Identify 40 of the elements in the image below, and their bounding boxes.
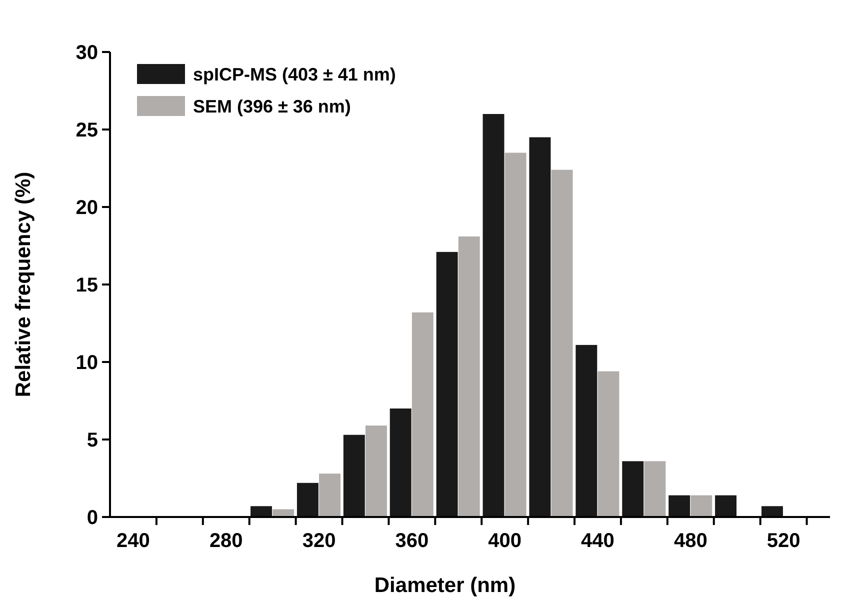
bar xyxy=(761,506,783,517)
bar xyxy=(529,137,551,517)
bar xyxy=(482,114,504,517)
x-tick-label: 360 xyxy=(395,530,429,552)
x-tick-label: 480 xyxy=(674,530,708,552)
bar xyxy=(598,371,620,517)
y-tick-label: 5 xyxy=(86,430,98,452)
x-tick-label: 520 xyxy=(766,530,800,552)
bar xyxy=(690,495,712,517)
bar xyxy=(458,236,480,517)
x-tick-label: 240 xyxy=(116,530,150,552)
bar xyxy=(319,474,340,517)
bar xyxy=(644,461,666,517)
x-tick-label: 280 xyxy=(209,530,243,552)
legend-label: SEM (396 ± 36 nm) xyxy=(193,96,351,116)
y-tick-label: 10 xyxy=(76,352,98,374)
bar xyxy=(622,461,644,517)
y-tick-label: 15 xyxy=(76,274,98,296)
y-tick-label: 25 xyxy=(76,120,98,142)
x-axis-title: Diameter (nm) xyxy=(374,574,516,597)
bar xyxy=(343,434,365,517)
bar xyxy=(504,152,526,517)
bar xyxy=(668,495,690,517)
x-tick-label: 440 xyxy=(581,530,614,552)
bar xyxy=(436,252,458,517)
bar xyxy=(551,170,573,517)
bar xyxy=(250,506,272,517)
y-tick-label: 30 xyxy=(76,42,98,64)
y-tick-label: 20 xyxy=(76,197,98,219)
y-tick-label: 0 xyxy=(86,507,98,529)
x-tick-label: 320 xyxy=(302,530,336,552)
bar xyxy=(715,495,736,517)
bar xyxy=(576,344,598,517)
bar xyxy=(412,312,434,517)
bar xyxy=(365,426,387,517)
bar xyxy=(296,482,318,517)
x-tick-label: 400 xyxy=(488,530,522,552)
y-axis-title: Relative frequency (%) xyxy=(12,172,35,398)
legend-label: spICP-MS (403 ± 41 nm) xyxy=(193,64,396,84)
bar xyxy=(390,408,412,517)
